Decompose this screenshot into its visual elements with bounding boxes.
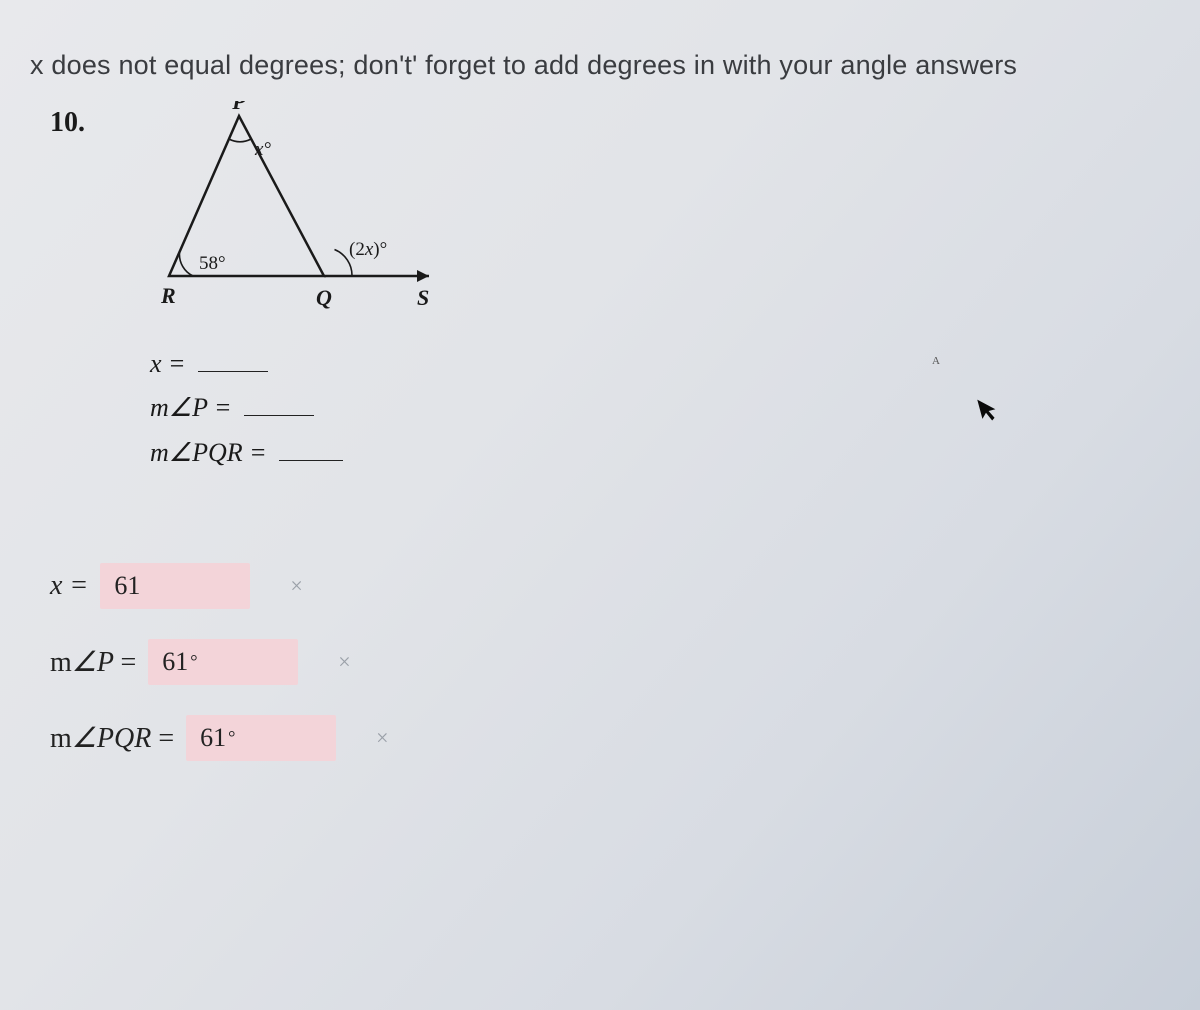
blank-PQR-underline [279, 433, 343, 460]
answer-label-P: m∠P = [50, 645, 136, 679]
answer-input-x[interactable]: 61 [100, 563, 250, 609]
stray-mark: A [932, 355, 940, 367]
answer-value-PQR: 61 [200, 723, 226, 753]
blank-P-underline [244, 389, 314, 416]
label-angle-R: 58° [199, 253, 226, 274]
instruction-text: x does not equal degrees; don't' forget … [30, 50, 1170, 81]
problem-row: 10. P x° 58° (2x)° R Q [30, 101, 1170, 326]
page-root: x does not equal degrees; don't' forget … [0, 0, 1200, 821]
label-angle-P: x° [254, 139, 271, 160]
answer-label-x: x = [50, 570, 88, 602]
fill-in-blanks: x = m∠P = m∠PQR = [150, 344, 1170, 473]
blank-PQR: m∠PQR = [150, 433, 1170, 473]
triangle-diagram: P x° 58° (2x)° R Q S [149, 101, 469, 326]
answer-value-P: 61 [162, 647, 188, 677]
wrong-mark-icon: × [338, 649, 350, 675]
wrong-mark-icon: × [376, 725, 388, 751]
label-P: P [231, 101, 246, 114]
answer-row-P: m∠P = 61° × [50, 639, 1170, 685]
label-S: S [417, 285, 429, 310]
blank-P-label: m∠P = [150, 393, 232, 422]
blank-PQR-label: m∠PQR = [150, 438, 267, 467]
answer-degree-P: ° [190, 651, 197, 672]
answer-degree-PQR: ° [228, 727, 235, 748]
answer-label-PQR: m∠PQR = [50, 721, 174, 755]
label-Q: Q [316, 285, 332, 310]
blank-P: m∠P = [150, 388, 1170, 428]
wrong-mark-icon: × [290, 573, 302, 599]
answer-input-PQR[interactable]: 61° [186, 715, 336, 761]
answer-section: x = 61 × m∠P = 61° × m∠PQR = 61° × [50, 563, 1170, 761]
blank-x: x = [150, 344, 1170, 384]
answer-row-x: x = 61 × [50, 563, 1170, 609]
label-angle-ext: (2x)° [349, 239, 387, 260]
answer-input-P[interactable]: 61° [148, 639, 298, 685]
answer-value-x: 61 [114, 571, 140, 601]
blank-x-underline [198, 345, 268, 372]
problem-number: 10. [50, 107, 85, 139]
answer-row-PQR: m∠PQR = 61° × [50, 715, 1170, 761]
blank-x-label: x = [150, 349, 186, 378]
label-R: R [160, 283, 176, 308]
